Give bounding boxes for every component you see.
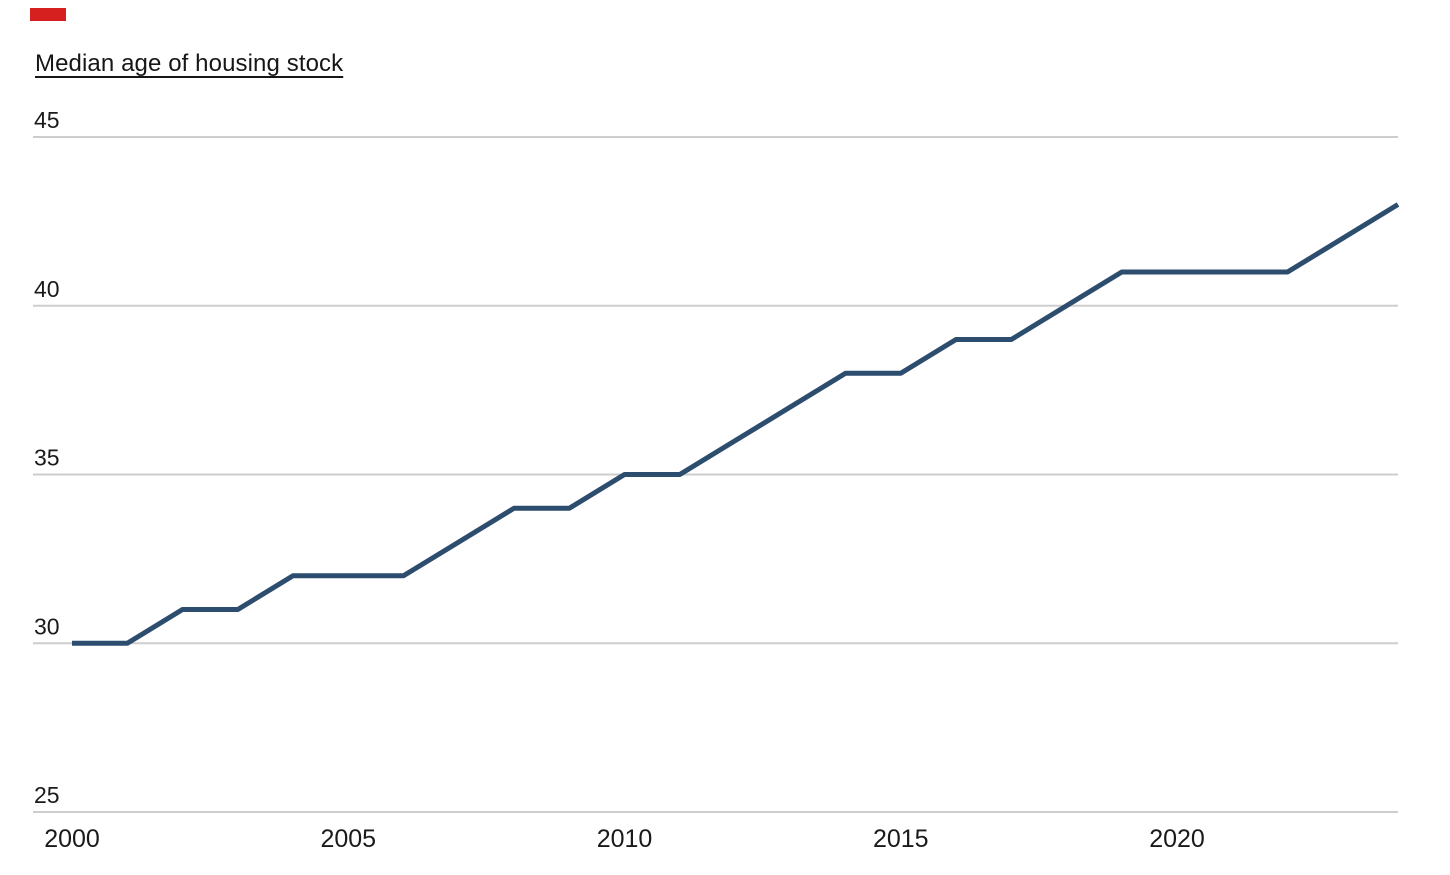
- data-series: [72, 202, 1400, 646]
- x-axis-labels: 2000 2005 2010 2015 2020: [44, 825, 1205, 853]
- y-axis-tick-label: 30: [34, 613, 60, 639]
- y-axis-labels: 45 40 35 30 25: [34, 107, 60, 808]
- brand-red-chip: [30, 8, 66, 21]
- y-axis-tick-label: 25: [34, 782, 60, 808]
- x-axis-tick-label: 2000: [44, 825, 100, 853]
- chart-title[interactable]: Median age of housing stock: [35, 50, 344, 77]
- gridlines: [33, 136, 1398, 813]
- x-axis-tick-label: 2020: [1149, 825, 1205, 853]
- y-axis-tick-label: 40: [34, 276, 60, 302]
- y-axis-tick-label: 35: [34, 445, 60, 471]
- x-axis-tick-label: 2015: [873, 825, 929, 853]
- x-axis-tick-label: 2005: [320, 825, 376, 853]
- y-axis-tick-label: 45: [34, 107, 60, 133]
- median-age-line: [72, 202, 1400, 646]
- x-axis-tick-label: 2010: [597, 825, 653, 853]
